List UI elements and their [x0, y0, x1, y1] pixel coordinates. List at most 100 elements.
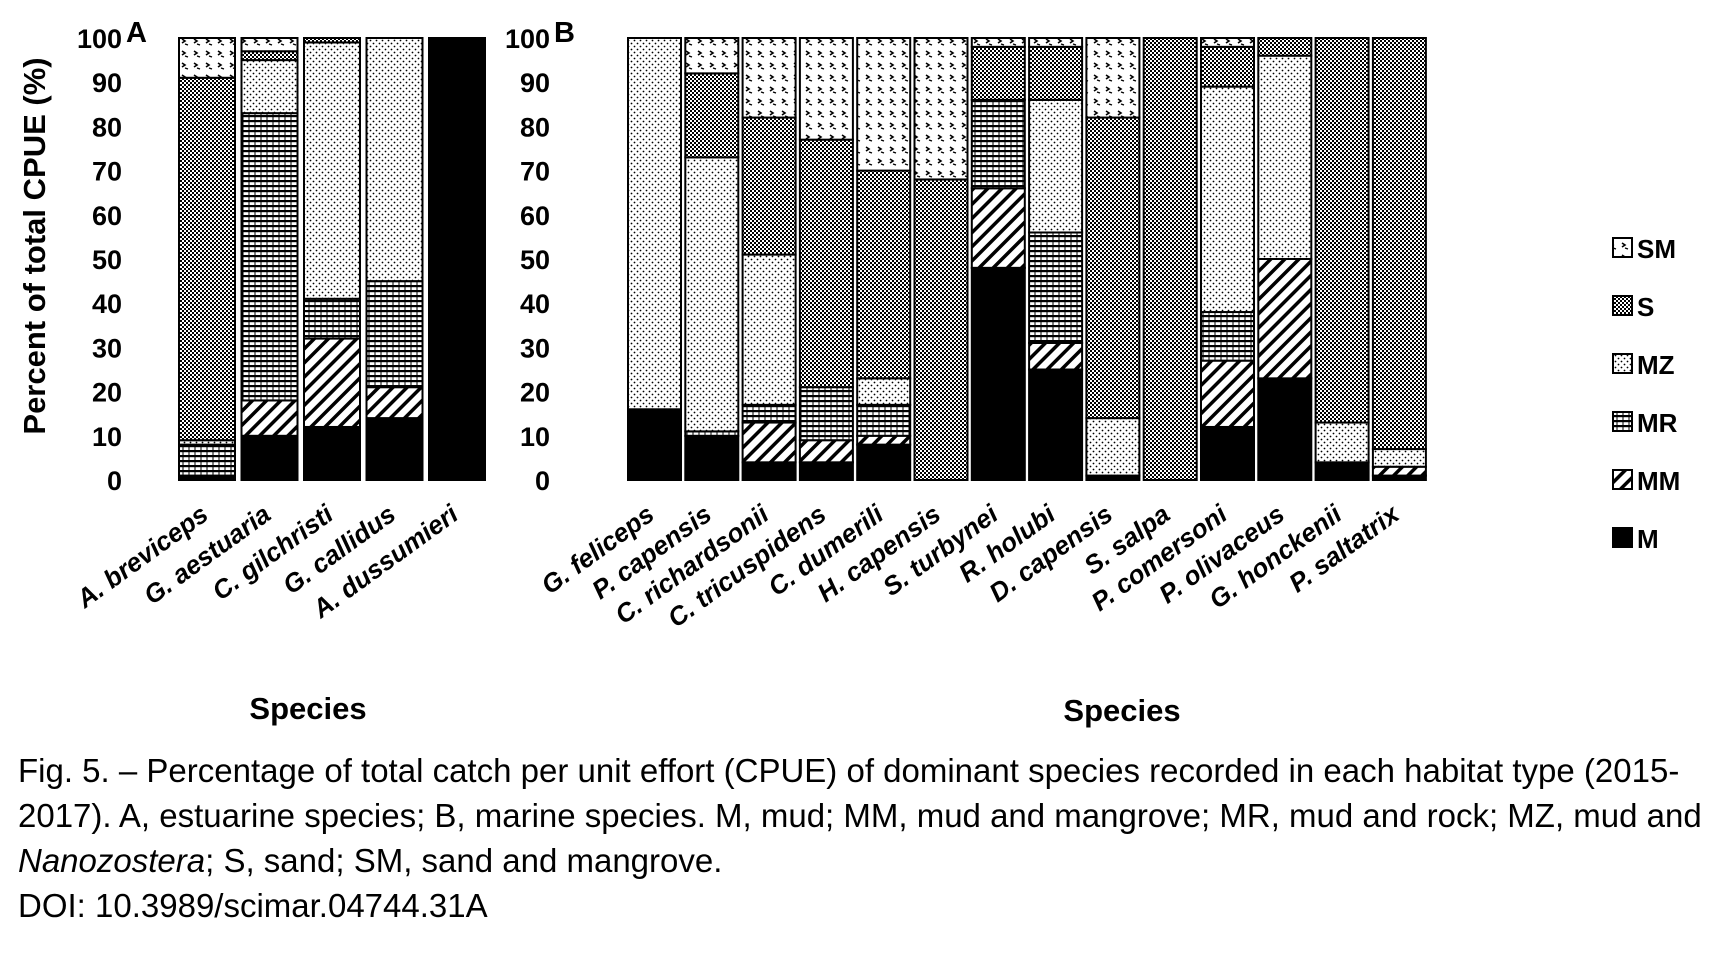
bar-segment-s: [178, 76, 236, 442]
panel-a-label: A: [126, 17, 147, 49]
bar-segment-mm: [365, 386, 424, 420]
y-tick-label: 20: [92, 378, 122, 408]
bar-segment-s: [240, 50, 299, 62]
caption-text-end: ; S, sand; SM, sand and mangrove.: [205, 842, 723, 879]
bar-segment-s: [798, 138, 854, 389]
y-tick-label: 60: [92, 201, 122, 231]
y-tick-label: 100: [505, 24, 550, 54]
bar-segment-mz: [627, 37, 682, 411]
bar-segment-s: [1028, 45, 1084, 101]
bar-segment-s: [1314, 37, 1370, 424]
y-tick-label: 90: [92, 68, 122, 98]
caption-italic-term: Nanozostera: [18, 842, 206, 879]
bar-segment-mm: [970, 187, 1026, 269]
panel-a: A 0 10 20 30 40 50 60 70 80 90 100 A. brevicepsG. …: [70, 17, 486, 625]
y-tick-label: 70: [92, 157, 122, 187]
bar-segment-mz: [856, 377, 912, 406]
bar-segment-mr: [741, 403, 797, 424]
bar-segment-mr: [240, 112, 299, 402]
y-tick-label: 20: [520, 378, 550, 408]
bar-segment-sm: [798, 37, 854, 141]
bar-segment-s: [684, 72, 740, 159]
bar-segment-sm: [684, 37, 740, 75]
legend-swatch-m: [1612, 527, 1633, 548]
bar-segment-sm: [741, 37, 797, 119]
bar-segment-mz: [1314, 421, 1370, 464]
bar-segment-mm: [856, 434, 912, 446]
bar-segment-m: [627, 408, 682, 481]
bar-segment-mm: [1200, 359, 1255, 428]
bar-segment-m: [365, 417, 424, 481]
y-tick-label: 0: [107, 466, 122, 496]
bar-segment-mz: [741, 253, 797, 406]
bar-segment-sm: [970, 37, 1026, 48]
bar-segment-s: [1371, 37, 1427, 451]
bar-segment-sm: [178, 37, 236, 79]
panel-b-x-axis-title: Species: [1063, 693, 1180, 728]
bar-segment-sm: [1085, 37, 1141, 119]
caption-text: Fig. 5. – Percentage of total catch per …: [18, 752, 1702, 834]
y-tick-label: 80: [520, 112, 550, 142]
bar-segment-m: [684, 434, 740, 481]
y-tick-label: 60: [520, 201, 550, 231]
bar-segment-s: [303, 37, 361, 44]
bar-segment-s: [1200, 45, 1255, 88]
bar-segment-s: [856, 169, 912, 380]
bar-segment-mz: [1028, 98, 1084, 234]
y-tick-label: 90: [520, 68, 550, 98]
y-tick-label: 100: [77, 24, 122, 54]
panel-b-bars: [627, 37, 1427, 482]
bar-segment-s: [1142, 37, 1198, 481]
bar-segment-mz: [1257, 54, 1313, 261]
bar-segment-m: [970, 266, 1026, 481]
bar-segment-mm: [1028, 341, 1084, 371]
bar-segment-m: [1028, 368, 1084, 481]
bar-segment-mr: [856, 403, 912, 437]
bar-segment-s: [913, 178, 969, 481]
bar-segment-sm: [913, 37, 969, 181]
bar-segment-mm: [741, 421, 797, 464]
bar-segment-mz: [240, 59, 299, 115]
bar-segment-s: [1085, 116, 1141, 420]
bar-segment-mm: [240, 399, 299, 437]
legend-swatch-sm: [1612, 237, 1633, 258]
bar-segment-mm: [798, 439, 854, 464]
bar-segment-mz: [365, 37, 424, 283]
legend-label-mz: MZ: [1637, 350, 1675, 380]
bar-segment-mz: [303, 41, 361, 300]
panel-a-bars: [178, 37, 486, 481]
figure-caption: Fig. 5. – Percentage of total catch per …: [18, 748, 1718, 928]
bar-segment-m: [240, 434, 299, 481]
y-tick-label: 10: [92, 422, 122, 452]
bar-segment-s: [970, 45, 1026, 101]
y-tick-label: 30: [92, 333, 122, 363]
bar-segment-mr: [1200, 311, 1255, 362]
legend-label-sm: SM: [1637, 234, 1676, 264]
bar-segment-sm: [1028, 37, 1084, 48]
bar-segment-m: [856, 443, 912, 482]
bar-segment-mz: [684, 156, 740, 433]
bar-segment-m: [1200, 425, 1255, 481]
legend-label-mr: MR: [1637, 408, 1678, 438]
panel-b-label: B: [554, 17, 575, 49]
legend-swatch-mz: [1612, 353, 1633, 374]
panel-b-y-axis: 0 10 20 30 40 50 60 70 80 90 100: [505, 24, 550, 496]
bar-segment-mz: [1200, 85, 1255, 314]
y-tick-label: 0: [535, 466, 550, 496]
bar-segment-mm: [1257, 258, 1313, 380]
bar-segment-m: [1314, 461, 1370, 482]
bar-segment-m: [798, 461, 854, 482]
bar-segment-m: [428, 37, 486, 481]
y-tick-label: 10: [520, 422, 550, 452]
y-tick-label: 30: [520, 333, 550, 363]
legend-swatch-mm: [1612, 469, 1633, 490]
bar-segment-s: [741, 116, 797, 256]
caption-doi: DOI: 10.3989/scimar.04744.31A: [18, 887, 488, 924]
bar-segment-m: [1257, 377, 1313, 481]
bar-segment-mm: [303, 337, 361, 428]
